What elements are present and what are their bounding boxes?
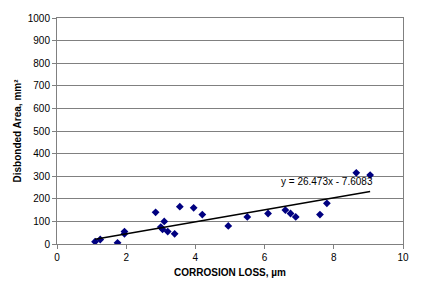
svg-text:2: 2 [123, 252, 129, 263]
svg-text:100: 100 [33, 216, 50, 227]
svg-text:800: 800 [33, 58, 50, 69]
svg-text:Disbonded Area, mm²: Disbonded Area, mm² [12, 79, 23, 183]
svg-text:600: 600 [33, 103, 50, 114]
svg-text:10: 10 [397, 252, 409, 263]
svg-text:CORROSION LOSS, µm: CORROSION LOSS, µm [174, 267, 286, 278]
svg-text:900: 900 [33, 35, 50, 46]
svg-text:y = 26.473x - 7.6083: y = 26.473x - 7.6083 [281, 176, 373, 187]
svg-text:700: 700 [33, 80, 50, 91]
svg-text:300: 300 [33, 171, 50, 182]
svg-text:6: 6 [262, 252, 268, 263]
svg-text:200: 200 [33, 193, 50, 204]
svg-text:1000: 1000 [28, 13, 51, 24]
svg-text:4: 4 [193, 252, 199, 263]
svg-text:0: 0 [44, 239, 50, 250]
svg-text:500: 500 [33, 126, 50, 137]
svg-text:8: 8 [331, 252, 337, 263]
svg-text:400: 400 [33, 148, 50, 159]
svg-text:0: 0 [54, 252, 60, 263]
